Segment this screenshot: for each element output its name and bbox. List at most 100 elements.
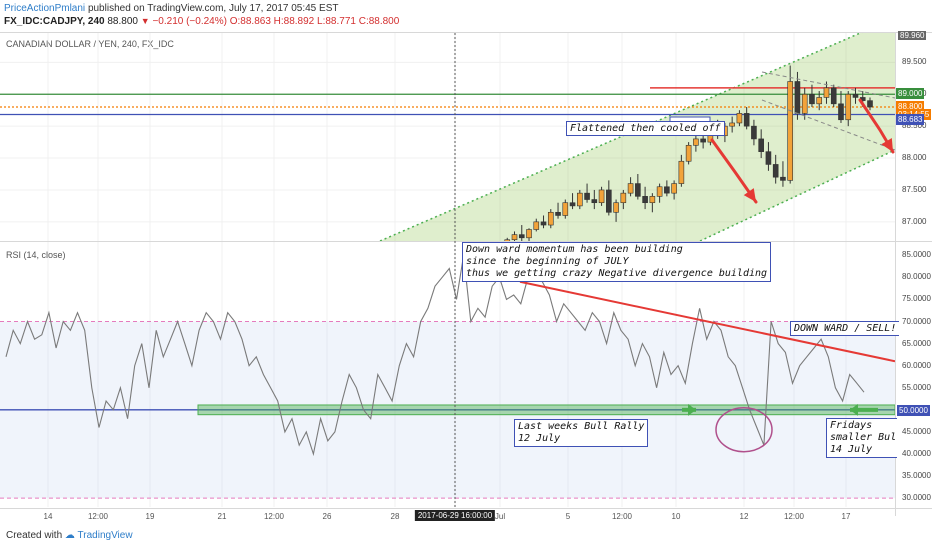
created-with-text: Created with <box>6 530 63 541</box>
time-tick-label: 19 <box>145 512 155 521</box>
candle-body <box>591 199 598 204</box>
red-arrow-left-head <box>743 188 756 202</box>
candle-body <box>555 211 561 216</box>
candle-body <box>751 125 757 140</box>
price-tick-label: 89.960 <box>898 31 927 40</box>
rsi-pane-title: RSI (14, close) <box>6 250 66 260</box>
candle-body <box>547 211 554 226</box>
momentum-note-line2: since the beginning of JULY <box>466 256 629 267</box>
fridays-line3: 14 July <box>830 444 873 455</box>
rsi-tick-label: 75.0000 <box>902 294 931 304</box>
price-pane <box>0 33 895 241</box>
candle-body <box>830 87 837 105</box>
candle-body <box>533 221 540 230</box>
ohlc-values: O:88.863 H:88.892 L:88.771 C:88.800 <box>229 16 400 27</box>
candle-body <box>627 183 634 194</box>
rsi-tick-label: 70.0000 <box>902 316 931 326</box>
rsi-tick-label: 30.0000 <box>902 493 931 503</box>
candle-body <box>823 87 830 98</box>
candle-body <box>540 221 547 226</box>
last-price: 88.800 <box>107 16 138 27</box>
candle-body <box>816 97 823 105</box>
time-tick-label: 12:00 <box>783 512 805 521</box>
footer: Created with ☁ TradingView <box>6 530 133 541</box>
candle-body <box>801 93 808 114</box>
candle-body <box>845 93 852 121</box>
rsi-tick-label: 55.0000 <box>902 382 931 392</box>
green-arrow-right-head <box>688 403 696 416</box>
candle-body <box>569 202 576 207</box>
price-tag: 89.000 <box>896 88 925 100</box>
price-tag: 88.683 <box>896 114 925 126</box>
price-tick-label: 87.500 <box>902 184 927 194</box>
candle-body <box>649 196 656 204</box>
rsi-tick-label: 65.0000 <box>902 338 931 348</box>
candle-body <box>642 196 648 204</box>
bull-rally-line2: 12 July <box>518 433 561 444</box>
flattened-note[interactable]: Flattened then cooled off <box>566 121 725 136</box>
rsi-tick-label: 50.0000 <box>897 404 930 416</box>
rsi-tick-label: 40.0000 <box>902 449 931 458</box>
candle-body <box>577 192 583 207</box>
pane-separator <box>0 241 932 242</box>
rsi-tick-label: 45.0000 <box>902 426 931 436</box>
momentum-note-line3: thus we getting crazy Negative divergenc… <box>466 268 768 279</box>
rsi-trendline <box>519 280 895 363</box>
candle-body <box>765 151 772 165</box>
time-tick-label: 12 <box>739 512 749 521</box>
candle-body <box>772 164 779 178</box>
candle-body <box>736 113 743 124</box>
candle-body <box>809 93 815 105</box>
bull-rally-note[interactable]: Last weeks Bull Rally 12 July <box>514 419 649 447</box>
candle-body <box>504 239 511 241</box>
tradingview-brand[interactable]: TradingView <box>77 530 133 541</box>
sell-note[interactable]: DOWN WARD / SELL! <box>790 321 900 336</box>
top-border <box>0 32 932 33</box>
published-text: published on TradingView.com, July 17, 2… <box>87 3 339 14</box>
candle-body <box>613 202 619 213</box>
candle-body <box>852 93 859 98</box>
fridays-line2: smaller Bul <box>830 432 897 443</box>
momentum-note[interactable]: Down ward momentum has been building sin… <box>462 242 772 282</box>
time-tick-label: 5 <box>565 512 571 521</box>
candle-body <box>743 113 750 127</box>
candle-body <box>511 234 518 241</box>
time-tick-label: 10 <box>671 512 681 521</box>
time-tick-label: 12:00 <box>87 512 109 521</box>
candle-body <box>584 192 590 200</box>
author-name[interactable]: PriceActionPmlani <box>4 3 86 14</box>
candle-body <box>671 183 677 194</box>
price-tick-label: 89.500 <box>902 57 927 67</box>
candle-body <box>562 202 569 216</box>
rsi-tick-label: 80.0000 <box>902 272 931 282</box>
price-tick-label: 88.000 <box>902 153 927 163</box>
channel-fill <box>380 33 895 241</box>
red-arrow-right-head <box>881 138 893 152</box>
rsi-tick-label: 60.0000 <box>902 360 931 370</box>
candle-body <box>794 81 801 114</box>
time-tick-label: 14 <box>43 512 53 521</box>
flag-upper-line <box>761 71 895 99</box>
time-tick-label: 2017-06-29 16:00:00 <box>414 510 496 521</box>
candle-body <box>838 103 844 121</box>
price-axis-border <box>895 33 896 516</box>
candle-body <box>729 122 735 127</box>
rsi-support-zone <box>197 404 895 416</box>
fridays-line1: Fridays <box>830 420 873 431</box>
publish-info: PriceActionPmlani published on TradingVi… <box>4 3 338 14</box>
price-tag: 88.800 <box>896 101 925 112</box>
time-tick-label: 12:00 <box>611 512 633 521</box>
candle-body <box>598 189 605 204</box>
tradingview-logo-icon: ☁ <box>64 530 75 541</box>
price-tick-label: 88.500 <box>902 121 927 131</box>
candle-body <box>867 100 873 108</box>
price-pane-title: CANADIAN DOLLAR / YEN, 240, FX_IDC <box>6 39 174 49</box>
price-change: −0.210 (−0.24%) <box>152 16 227 27</box>
symbol-label[interactable]: FX_IDC:CADJPY, 240 <box>4 16 105 27</box>
rsi-tick-label: 85.0000 <box>902 250 931 260</box>
time-tick-label: 26 <box>322 512 332 521</box>
fridays-note[interactable]: Fridays smaller Bul 14 July <box>826 418 897 458</box>
candle-body <box>787 81 793 181</box>
candle-body <box>758 138 764 152</box>
